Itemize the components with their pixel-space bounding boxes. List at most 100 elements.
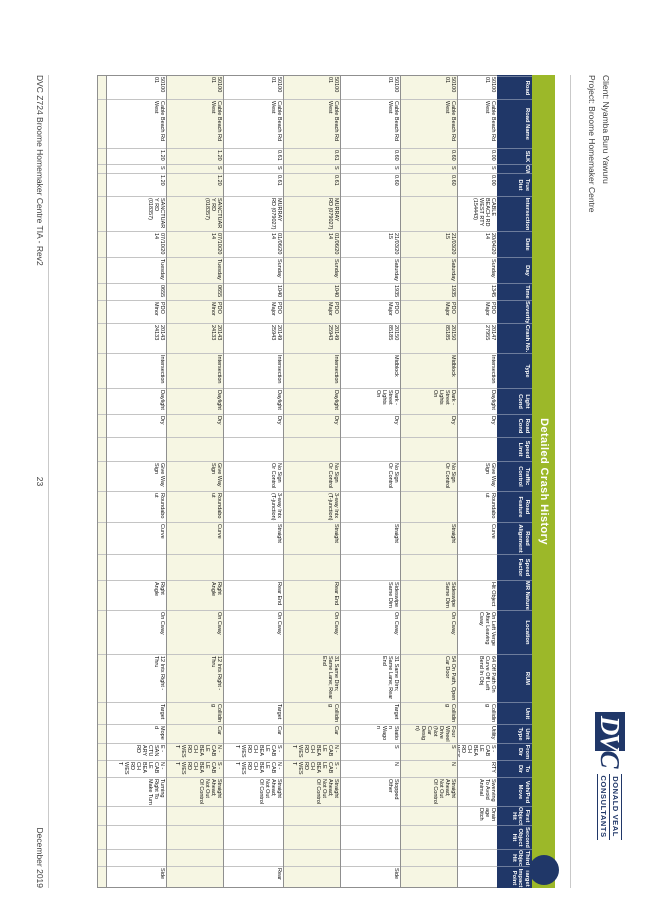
crash-cell [284,806,340,825]
crash-cell [341,196,400,231]
crash-cell: Car [284,724,340,743]
crash-cell: 0.00 [458,173,497,196]
crash-cell: 07/10/2014 [107,231,166,257]
column-header: Traffic Control [497,461,532,491]
crash-cell: 50100 01 [386,77,399,93]
crash-cell: On Cway [167,610,223,654]
column-header: True Dist [497,173,532,196]
crash-cell: S - CABLE BEACH RD WEST [224,743,283,760]
column-header: Veh/Ped Move [497,777,532,806]
crash-record-row: 50100 01 Cable Beach Rd West 0.00 S 0.00 CABL… [457,76,497,889]
crash-cell: Colliding [401,702,457,724]
crash-cell [401,825,457,849]
crash-cell: Curve [458,522,497,554]
crash-cell [98,283,106,300]
crash-cell: MURRAY RD (079027) [224,196,283,231]
crash-cell: Give Way Sign [458,461,497,491]
crash-cell: Straight [341,522,400,554]
column-header: First Object Hit [497,806,532,825]
crash-cell: Straight Ahead; Not Out Of Control [224,777,283,806]
crash-cell: Straight Ahead; Not Out Of Control [284,777,340,806]
crash-cell: No Sign Or Control [401,461,457,491]
crash-cell: N - CABLE BEACH RD WEST [284,743,340,760]
table-title: Detailed Crash History [538,418,550,545]
crash-cell: 0.61 [224,148,283,164]
crash-cell [107,849,166,866]
crash-cell: S [224,164,283,173]
crash-cell: Drainage Ditch [458,806,497,825]
crash-cell: Intersection [107,353,166,388]
crash-cell [98,702,106,724]
crash-cell: 1935 [401,283,457,300]
crash-cell: Sideswipe Same Dirn [341,580,400,610]
logo-letters-dv: DV [595,712,625,751]
crash-cell: 1.20 [107,148,166,164]
logo-line2: CONSULTANTS [597,773,611,840]
crash-cell: Daylight [167,388,223,414]
crash-cell: N - CABLE BEACH RD WEST [107,760,166,777]
crash-cell: 64 Off Path On Curve Off Left Bend In Ob… [458,654,497,702]
crash-cell: SANCTUARY RD (018357) [107,196,166,231]
crash-cell [167,866,223,889]
crash-cell [458,554,497,580]
crash-cell: Moped [107,724,166,743]
crash-cell: 0.60 [341,173,400,196]
logo-letter-c: C [595,750,625,770]
crash-cell [458,866,497,889]
crash-cell: PDO Minor [167,300,223,323]
crash-cell: Right Angle [167,580,223,610]
crash-cell: N [341,760,400,777]
crash-cell: 1935 [341,283,400,300]
crash-cell [98,554,106,580]
crash-cell: N - CABLE BEACH RD WEST [224,760,283,777]
crash-cell: Curve [167,522,223,554]
crash-cell: No Sign Or Control [224,461,283,491]
crash-cell: 21/03/2015 [341,231,400,257]
crash-cell [107,437,166,461]
crash-record-row: 50100 01 Cable Beach Rd West 0.60 S 0.60 21/0… [340,76,400,889]
crash-cell: Stopped Other [341,777,400,806]
crash-cell [224,849,283,866]
crash-cell: Straight Ahead; Not Out Of Control [401,777,457,806]
crash-cell: 31 Same Dirn; Same Lane; Rear End [284,654,340,702]
crash-cell [98,300,106,323]
crash-cell: 01/06/2014 [224,231,283,257]
crash-cell [224,654,283,702]
crash-cell: 0.61 [284,173,340,196]
crash-cell [98,388,106,414]
crash-cell: Car [167,724,223,743]
column-header: Third Object Hit [497,849,532,866]
crash-cell: 0.60 [341,148,400,164]
project-line: Project: Broome Homemaker Centre [586,75,597,213]
column-header: Target Impact Point [497,866,532,889]
crash-cell: 3-way Intx (T-junction) [284,491,340,522]
footer-rule [48,75,49,888]
column-header: Road Alignment [497,522,532,554]
crash-cell [98,437,106,461]
crash-cell: Daylight [458,388,497,414]
crash-cell: Rear End [284,580,340,610]
crash-cell: Cable Beach Rd West [341,99,400,148]
crash-cell: 20143 24133 [167,323,223,353]
crash-cell: Midblock [401,353,457,388]
crash-cell: Colliding [284,702,340,724]
crash-cell: Hit Object [458,580,497,610]
crash-cell [98,522,106,554]
crash-cell [98,173,106,196]
crash-cell: Intersection [284,353,340,388]
crash-cell: 1.20 [167,148,223,164]
crash-cell [98,580,106,610]
crash-record-row: 50100 01 Cable Beach Rd West 0.61 S 0.61 MURR… [223,76,283,889]
crash-cell: E - SANCTUARY RD [107,743,166,760]
crash-cell [98,760,106,777]
crash-cell [284,849,340,866]
crash-cell [401,866,457,889]
crash-cell: Car [224,724,283,743]
crash-cell [98,610,106,654]
table-title-bar: Detailed Crash History [529,75,559,888]
column-header: RUM [497,654,532,702]
crash-cell: Colliding [167,702,223,724]
crash-cell: 0.60 [401,148,457,164]
crash-cell: 07/10/2014 [167,231,223,257]
crash-cell [98,461,106,491]
